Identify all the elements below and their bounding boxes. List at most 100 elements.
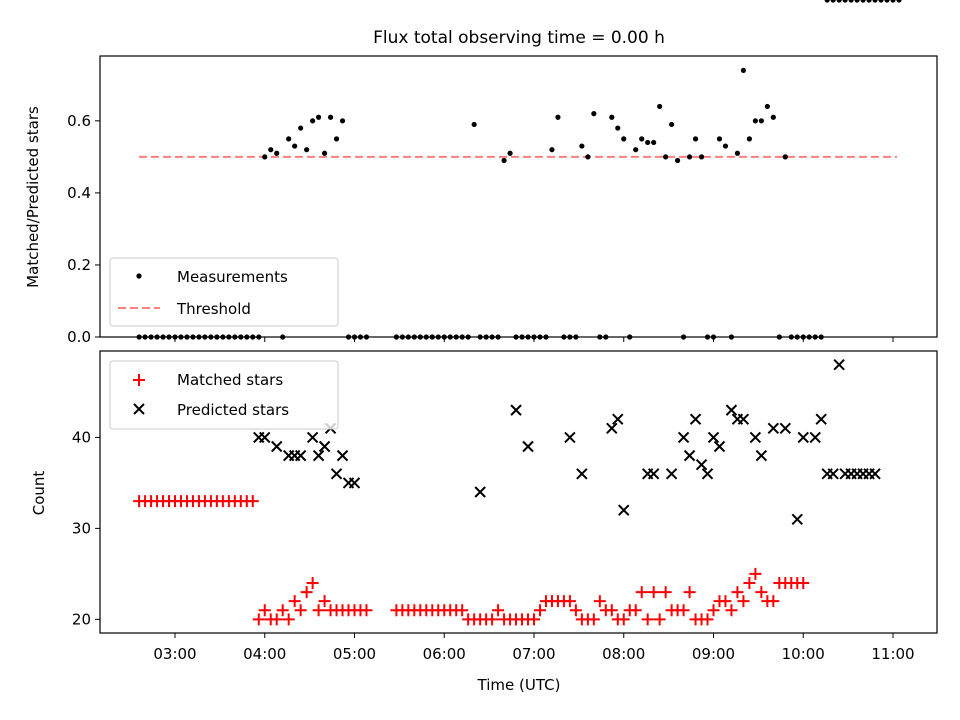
- measurements-point: [872, 0, 878, 3]
- ratio-y-tick-label: 0.4: [67, 184, 91, 202]
- matched-stars-point: [767, 595, 780, 608]
- measurements-point: [316, 114, 322, 120]
- measurements-point: [268, 147, 274, 153]
- measurements-point: [471, 121, 477, 128]
- measurements-point: [411, 334, 417, 340]
- measurements-point: [597, 334, 603, 340]
- measurements-point: [327, 114, 334, 120]
- measurements-point: [280, 334, 286, 340]
- matched-stars-point: [360, 604, 373, 617]
- x-tick-label: 03:00: [153, 645, 196, 663]
- measurements-point: [609, 114, 615, 120]
- measurements-point: [657, 103, 663, 110]
- predicted-stars-point: [259, 431, 271, 444]
- measurements-point: [501, 157, 507, 164]
- count-y-tick-label: 30: [72, 519, 91, 537]
- predicted-stars-point: [330, 468, 343, 480]
- measurements-point: [519, 334, 525, 340]
- measurements-point: [363, 334, 370, 340]
- measurements-point: [758, 118, 764, 124]
- measurements-point: [244, 334, 250, 340]
- predicted-stars-legend-marker: [133, 403, 145, 415]
- measurements-point: [686, 154, 693, 160]
- measurements-point: [423, 334, 429, 340]
- measurements-point: [573, 334, 579, 340]
- predicted-stars-point: [510, 404, 522, 416]
- measurements-point: [160, 334, 166, 340]
- measurements-point: [836, 0, 842, 3]
- matched-stars-legend-label: Matched stars: [177, 371, 283, 389]
- count-legend-box: [109, 360, 339, 430]
- matched-stars-point: [629, 604, 642, 617]
- count-plot-frame: [99, 350, 938, 634]
- matched-stars-point: [653, 613, 666, 626]
- measurements-point: [579, 143, 585, 149]
- measurements-point: [184, 334, 190, 340]
- measurements-point: [782, 154, 788, 160]
- measurements-point: [345, 334, 352, 340]
- measurements-point: [196, 334, 202, 340]
- x-tick-label: 05:00: [333, 645, 376, 663]
- x-tick-label: 08:00: [602, 645, 645, 663]
- matched-stars-point: [641, 613, 654, 626]
- predicted-stars-point: [713, 440, 726, 453]
- measurements-point: [333, 136, 340, 142]
- predicted-stars-point: [522, 440, 534, 453]
- measurements-point: [692, 136, 699, 142]
- measurements-point: [292, 143, 298, 149]
- x-tick-label: 04:00: [243, 645, 286, 663]
- predicted-stars-point: [612, 413, 624, 425]
- predicted-stars-point: [318, 440, 331, 453]
- matched-stars-point: [701, 613, 714, 626]
- count-panel: 20 30 40 03:00 04:00 05:00 06:00 07:00 08:00 09:…: [30, 350, 938, 694]
- measurements-point: [154, 334, 160, 340]
- measurements-point: [453, 334, 459, 340]
- measurements-point: [405, 334, 411, 340]
- measurements-point: [202, 334, 208, 340]
- measurements-point: [615, 125, 621, 131]
- measurements-point: [764, 103, 770, 110]
- matched-stars-point: [270, 613, 283, 626]
- measurements-point: [884, 0, 890, 3]
- matched-stars-point: [731, 586, 744, 599]
- measurements-point: [776, 334, 782, 340]
- predicted-stars-point: [564, 431, 576, 444]
- matched-stars-point: [282, 613, 295, 626]
- matched-stars-point: [528, 613, 540, 626]
- ratio-y-tick-label: 0.2: [67, 256, 91, 274]
- measurements-point: [543, 334, 549, 340]
- measurements-point: [555, 114, 561, 120]
- matched-stars-point: [492, 604, 505, 617]
- predicted-stars-point: [677, 431, 690, 444]
- predicted-stars-point: [767, 422, 780, 435]
- predicted-stars-point: [348, 477, 361, 489]
- measurements-point: [740, 67, 747, 74]
- measurements-point: [435, 334, 441, 340]
- measurements-point: [298, 125, 304, 131]
- predicted-stars-point: [294, 449, 307, 462]
- measurements-point: [232, 334, 238, 340]
- measurements-point: [561, 334, 567, 340]
- measurements-point: [148, 334, 154, 340]
- matched-stars-point: [456, 604, 469, 617]
- measurements-point: [860, 0, 866, 3]
- predicted-stars-point: [791, 513, 803, 525]
- measurements-point: [704, 334, 711, 340]
- x-tick-label: 11:00: [871, 645, 914, 663]
- matched-stars-point: [563, 595, 576, 608]
- matched-stars-point: [569, 604, 582, 617]
- measurements-point: [274, 150, 280, 156]
- predicted-stars-point: [647, 468, 660, 480]
- matched-stars-point: [755, 586, 768, 599]
- measurements-point: [651, 139, 657, 146]
- measurements-point: [824, 0, 830, 3]
- predicted-stars-point: [336, 449, 349, 462]
- matched-stars-point: [246, 495, 259, 508]
- predicted-stars-legend-label: Predicted stars: [177, 401, 289, 419]
- measurements-point: [698, 154, 705, 160]
- ratio-y-tick-label: 0.0: [67, 328, 91, 346]
- x-tick-label: 09:00: [692, 645, 735, 663]
- matched-stars-point: [276, 604, 289, 617]
- measurements-point: [357, 334, 364, 340]
